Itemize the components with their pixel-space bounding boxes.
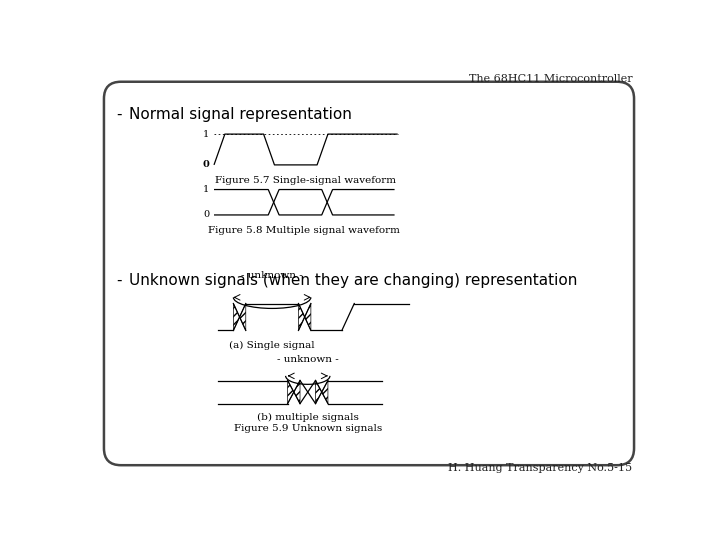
Polygon shape <box>299 303 311 330</box>
Text: -: - <box>117 107 122 122</box>
Text: 0: 0 <box>202 160 210 170</box>
Text: Unknown signals (when they are changing) representation: Unknown signals (when they are changing)… <box>129 273 577 288</box>
Text: Normal signal representation: Normal signal representation <box>129 107 351 122</box>
Text: -: - <box>117 273 122 288</box>
Text: (b) multiple signals: (b) multiple signals <box>257 413 359 422</box>
Text: Figure 5.8 Multiple signal waveform: Figure 5.8 Multiple signal waveform <box>208 226 400 235</box>
Text: The 68HC11 Microcontroller: The 68HC11 Microcontroller <box>469 74 632 84</box>
Polygon shape <box>233 303 246 330</box>
Text: Figure 5.9 Unknown signals: Figure 5.9 Unknown signals <box>234 423 382 433</box>
Text: 1: 1 <box>203 185 210 194</box>
FancyBboxPatch shape <box>104 82 634 465</box>
Text: 0: 0 <box>203 211 210 219</box>
Text: - unknown -: - unknown - <box>241 272 303 280</box>
Text: Figure 5.7 Single-signal waveform: Figure 5.7 Single-signal waveform <box>215 176 396 185</box>
Text: 1: 1 <box>203 130 210 139</box>
Text: H. Huang Transparency No.5-15: H. Huang Transparency No.5-15 <box>449 463 632 473</box>
Text: - unknown -: - unknown - <box>277 355 338 363</box>
Polygon shape <box>315 381 328 403</box>
Polygon shape <box>287 381 300 403</box>
Text: (a) Single signal: (a) Single signal <box>229 341 315 350</box>
